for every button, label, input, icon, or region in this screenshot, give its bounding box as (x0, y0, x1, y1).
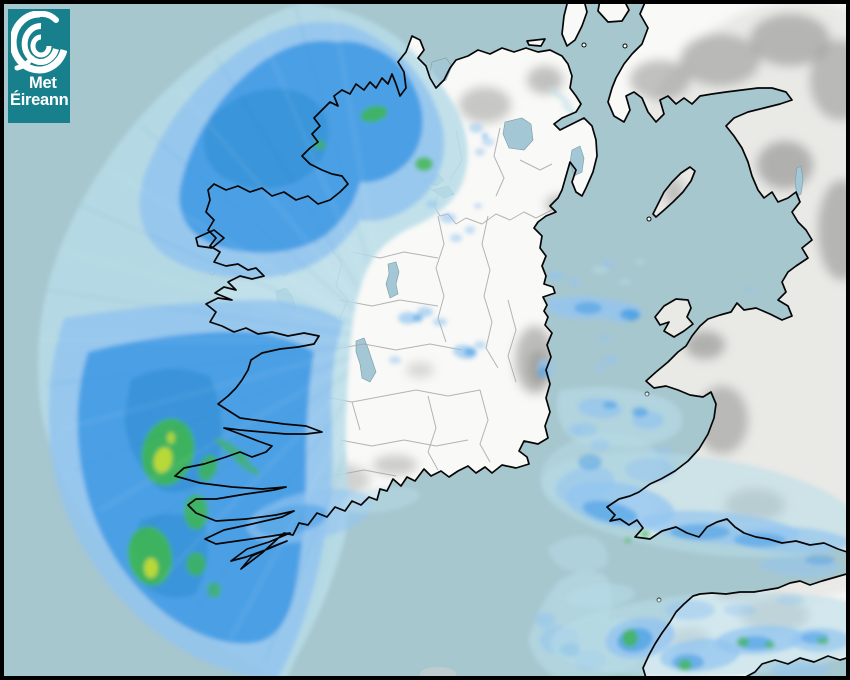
lough-neagh (502, 117, 534, 151)
logo-text: Met Éireann (8, 75, 70, 109)
logo-line2: Éireann (10, 90, 69, 109)
atlantic-rain-field (38, 2, 468, 680)
heavy-rain-cells-northwest (314, 105, 433, 171)
rain-band-wales-cornwall (528, 425, 850, 680)
lough-derg (355, 337, 377, 383)
logo-line1: Met (29, 74, 57, 92)
met-eireann-logo: Met Éireann (8, 9, 70, 123)
lough-ree (385, 261, 400, 299)
windermere (794, 165, 804, 197)
scattered-showers-ireland (389, 85, 756, 463)
met-eireann-swirl-icon (11, 11, 67, 74)
